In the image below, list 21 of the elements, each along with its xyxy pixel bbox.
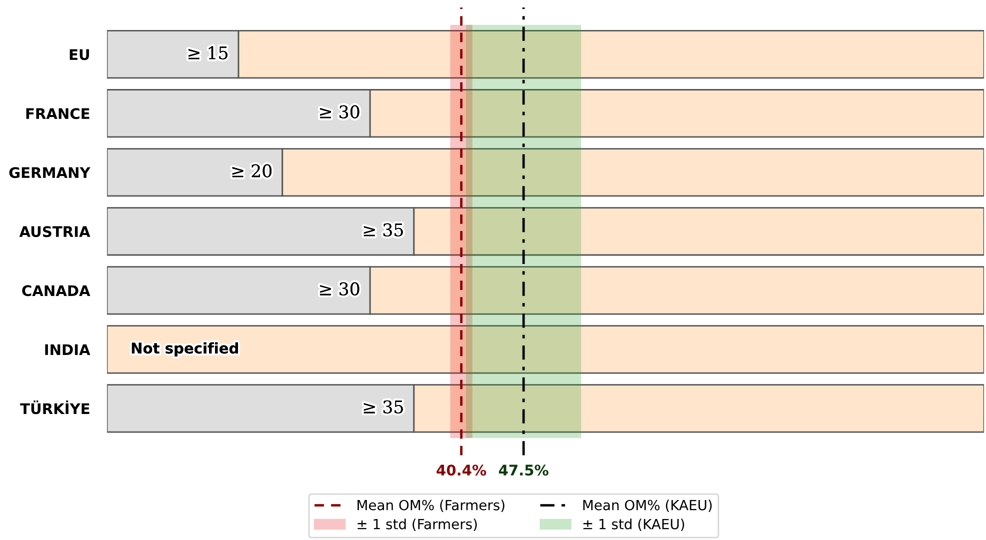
- y-tick-label: FRANCE: [26, 108, 90, 120]
- data-label: ≥ 35: [364, 400, 403, 414]
- y-tick-label: GERMANY: [9, 167, 90, 178]
- legend-label: Mean OM% (KAEU): [583, 500, 712, 512]
- legend-label: ± 1 std (KAEU): [583, 518, 684, 531]
- text: 47.5%: [498, 464, 548, 476]
- legend-label: Mean OM% (Farmers): [358, 500, 504, 512]
- y-tick-label: TÜRKİYE: [20, 400, 90, 414]
- legend-label: ± 1 std (Farmers): [358, 518, 477, 531]
- y-tick-label: EU: [70, 49, 89, 60]
- data-label: ≥ 20: [232, 164, 272, 178]
- data-label: ≥ 15: [188, 46, 228, 60]
- y-tick-label: AUSTRIA: [19, 226, 90, 238]
- text: 40.4%: [436, 464, 486, 476]
- bar: [106, 325, 984, 374]
- data-label: ≥ 30: [320, 282, 360, 296]
- y-tick-label: CANADA: [22, 285, 90, 296]
- data-label: ≥ 35: [364, 223, 403, 236]
- y-tick-label: INDIA: [45, 344, 90, 355]
- text: Not specified: [132, 342, 238, 356]
- data-label: ≥ 30: [320, 105, 360, 118]
